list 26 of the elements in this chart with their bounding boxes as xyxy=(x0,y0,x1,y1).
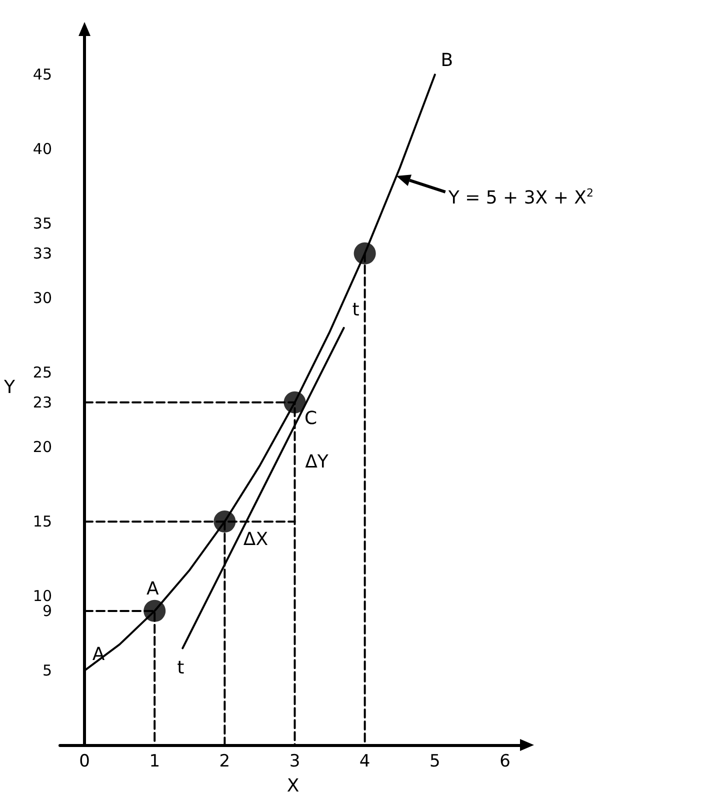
annotation: t xyxy=(177,658,184,679)
x-tick-label: 1 xyxy=(149,752,160,772)
y-tick-label: 23 xyxy=(32,393,52,412)
x-tick-label: 3 xyxy=(289,752,300,772)
y-tick-label: 33 xyxy=(32,244,52,262)
x-tick-label: 0 xyxy=(79,752,90,772)
y-tick-label: 35 xyxy=(32,214,52,233)
y-tick-label: 30 xyxy=(32,289,52,308)
x-tick-label: 6 xyxy=(500,752,510,772)
y-tick-label: 45 xyxy=(32,66,52,84)
y-tick-label: 20 xyxy=(32,438,52,456)
y-axis-title: Y xyxy=(3,377,16,398)
y-tick-label: 40 xyxy=(32,140,52,158)
annotation: C xyxy=(304,408,318,429)
x-tick-label: 4 xyxy=(359,752,370,772)
y-tick-label: 25 xyxy=(32,364,52,382)
y-tick-label: 15 xyxy=(32,512,52,531)
annotation: A xyxy=(146,578,160,600)
x-tick-label: 5 xyxy=(429,752,440,772)
annotation: t xyxy=(352,299,360,320)
x-tick-label: 2 xyxy=(219,752,230,772)
annotation: ΔY xyxy=(305,451,330,472)
x-axis-title: X xyxy=(286,776,300,796)
annotation: B xyxy=(440,50,454,72)
y-tick-label: 5 xyxy=(42,662,52,680)
annotation: ΔX xyxy=(243,529,268,550)
